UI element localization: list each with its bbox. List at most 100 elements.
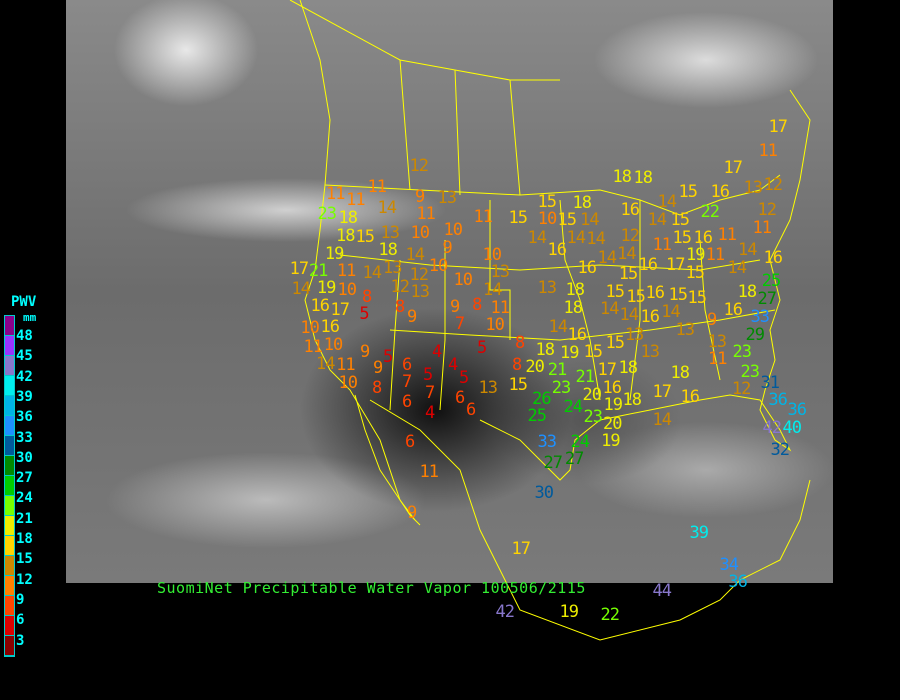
station-pwv-value: 30 (534, 482, 555, 503)
station-pwv-value: 13 (490, 262, 511, 283)
station-pwv-value: 18 (565, 279, 586, 300)
station-pwv-value: 8 (362, 286, 372, 307)
state-line (389, 309, 776, 341)
station-pwv-value: 5 (359, 303, 369, 324)
station-pwv-value: 19 (603, 394, 624, 415)
legend-swatch (5, 316, 14, 336)
station-pwv-value: 11 (707, 348, 728, 369)
station-pwv-value: 18 (622, 389, 643, 410)
legend-swatch (5, 396, 14, 416)
satellite-map (66, 0, 833, 583)
station-pwv-value: 12 (409, 264, 430, 285)
station-pwv-value: 11 (416, 203, 436, 224)
station-pwv-value: 12 (390, 276, 411, 297)
station-pwv-value: 13 (743, 177, 764, 198)
station-pwv-value: 17 (330, 299, 351, 320)
station-pwv-value: 18 (633, 167, 654, 188)
legend-swatch (5, 436, 14, 456)
station-pwv-value: 17 (289, 258, 310, 279)
legend-label: 3 (16, 632, 25, 649)
station-pwv-value: 11 (717, 224, 738, 245)
station-pwv-value: 17 (597, 359, 618, 380)
state-line (699, 239, 721, 381)
station-pwv-value: 23 (740, 361, 761, 382)
station-pwv-value: 18 (335, 225, 356, 246)
station-pwv-value: 33 (750, 306, 771, 327)
legend-swatch (5, 376, 14, 396)
station-pwv-value: 32 (770, 439, 791, 460)
station-pwv-value: 22 (600, 604, 621, 625)
legend-swatch (5, 476, 14, 496)
station-pwv-value: 4 (425, 402, 435, 423)
station-pwv-value: 14 (405, 244, 426, 265)
station-pwv-value: 15 (687, 287, 708, 308)
station-pwv-value: 8 (372, 377, 382, 398)
station-pwv-value: 21 (547, 359, 568, 380)
station-pwv-value: 18 (338, 207, 359, 228)
station-pwv-value: 15 (670, 209, 691, 230)
station-pwv-value: 11 (652, 234, 673, 255)
station-pwv-value: 16 (320, 317, 341, 338)
station-pwv-value: 23 (317, 203, 338, 224)
station-pwv-value: 9 (450, 296, 460, 317)
province-line (399, 59, 411, 191)
station-pwv-value: 9 (360, 341, 370, 362)
station-pwv-value: 11 (367, 176, 388, 197)
station-pwv-value: 18 (737, 282, 758, 303)
station-pwv-value: 14 (647, 209, 668, 230)
station-pwv-value: 14 (566, 227, 587, 248)
station-pwv-value: 6 (402, 354, 412, 375)
station-pwv-value: 14 (377, 197, 398, 218)
legend-swatch (5, 636, 14, 656)
station-pwv-value: 11 (326, 184, 346, 205)
legend-swatch (5, 516, 14, 536)
legend-label: 39 (16, 388, 33, 405)
station-pwv-value: 16 (638, 254, 659, 275)
color-legend (4, 315, 15, 657)
station-pwv-value: 9 (407, 306, 417, 327)
station-pwv-value: 13 (624, 324, 645, 345)
station-pwv-value: 11 (303, 336, 324, 357)
station-pwv-value: 15 (672, 227, 693, 248)
station-pwv-value: 27 (757, 288, 778, 309)
station-pwv-value: 15 (583, 341, 604, 362)
station-pwv-value: 13 (383, 258, 403, 279)
station-pwv-value: 19 (324, 243, 345, 264)
legend-swatch (5, 536, 14, 556)
state-line (629, 200, 641, 401)
station-pwv-value: 14 (652, 409, 673, 430)
station-pwv-value: 14 (727, 257, 748, 278)
station-pwv-value: 18 (618, 357, 639, 378)
station-pwv-value: 11 (758, 140, 779, 161)
station-pwv-value: 14 (316, 354, 336, 374)
station-pwv-value: 11 (473, 206, 494, 227)
legend-swatch (5, 456, 14, 476)
station-pwv-value: 18 (563, 297, 584, 318)
station-pwv-value: 14 (737, 239, 758, 260)
station-pwv-value: 14 (597, 247, 618, 268)
station-pwv-value: 12 (731, 378, 752, 399)
station-pwv-value: 15 (685, 262, 706, 283)
station-pwv-value: 10 (323, 334, 344, 355)
station-pwv-value: 20 (602, 413, 623, 434)
station-pwv-value: 44 (652, 580, 673, 601)
station-pwv-value: 10 (410, 222, 431, 243)
station-pwv-value: 18 (378, 239, 398, 260)
province-line (509, 79, 521, 196)
station-pwv-value: 12 (620, 226, 641, 247)
station-pwv-value: 23 (551, 377, 572, 398)
station-pwv-value: 5 (423, 364, 433, 385)
legend-swatch (5, 596, 14, 616)
gulf-coast (479, 89, 811, 481)
station-pwv-value: 8 (515, 332, 525, 353)
station-pwv-value: 25 (527, 405, 548, 426)
station-pwv-value: 13 (640, 341, 661, 362)
station-pwv-value: 42 (495, 601, 516, 622)
station-pwv-value: 15 (618, 264, 639, 285)
station-pwv-value: 11 (419, 461, 440, 482)
station-pwv-value: 22 (700, 201, 721, 222)
station-pwv-value: 11 (336, 260, 357, 281)
station-pwv-value: 27 (564, 448, 585, 469)
station-pwv-value: 14 (291, 279, 312, 300)
